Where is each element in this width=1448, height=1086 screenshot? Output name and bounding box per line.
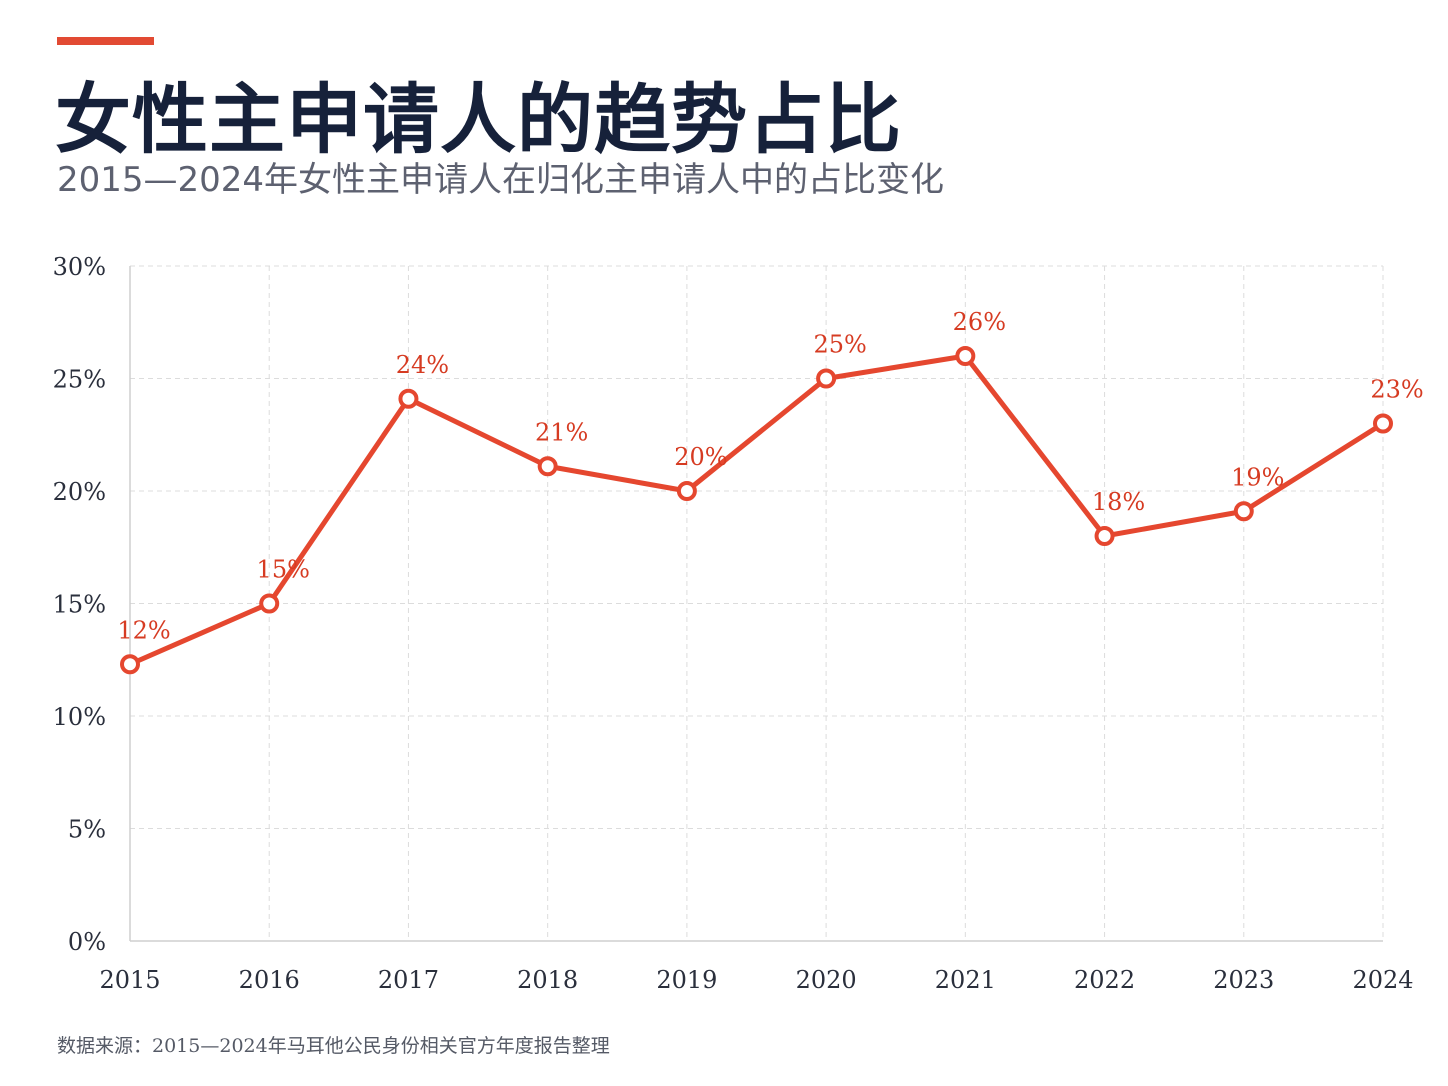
data-label: 25%	[813, 331, 866, 359]
x-tick-label: 2021	[935, 966, 996, 994]
data-point	[537, 456, 558, 477]
data-point	[1094, 526, 1115, 546]
x-tick-label: 2022	[1074, 966, 1135, 994]
data-point	[1233, 501, 1254, 522]
data-source-note: 数据来源：2015—2024年马耳他公民身份相关官方年度报告整理	[57, 1035, 610, 1057]
x-tick-label: 2024	[1352, 966, 1413, 994]
data-point	[259, 593, 280, 614]
x-tick-label: 2015	[99, 966, 160, 994]
x-tick-label: 2016	[239, 966, 300, 994]
data-point	[816, 368, 837, 389]
data-point	[955, 346, 976, 366]
y-tick-label: 25%	[53, 366, 106, 394]
data-point	[676, 481, 697, 501]
series-line	[127, 353, 1386, 667]
data-point	[120, 654, 140, 675]
x-tick-label: 2023	[1213, 966, 1274, 994]
data-label: 20%	[674, 443, 727, 471]
x-tick-label: 2017	[378, 966, 439, 994]
data-label: 18%	[1092, 488, 1145, 516]
y-tick-label: 20%	[53, 478, 106, 506]
chart-subtitle: 2015—2024年女性主申请人在归化主申请人中的占比变化	[57, 160, 945, 200]
y-tick-label: 30%	[53, 253, 106, 281]
data-label: 15%	[257, 556, 310, 584]
data-label: 12%	[117, 616, 170, 644]
x-tick-label: 2020	[796, 966, 857, 994]
chart-title: 女性主申请人的趋势占比	[55, 75, 902, 164]
y-tick-label: 5%	[68, 816, 106, 844]
data-label: 21%	[535, 418, 588, 446]
data-point	[1373, 413, 1393, 434]
data-label: 26%	[953, 308, 1006, 336]
y-tick-label: 15%	[53, 591, 106, 619]
data-label: 24%	[396, 351, 449, 379]
title-accent-bar	[57, 37, 154, 45]
x-tick-label: 2018	[517, 966, 578, 994]
data-point	[398, 388, 419, 409]
x-tick-label: 2019	[656, 966, 717, 994]
y-tick-label: 0%	[68, 928, 106, 956]
data-label: 19%	[1231, 463, 1284, 491]
data-label: 23%	[1370, 376, 1423, 404]
y-tick-label: 10%	[53, 703, 106, 731]
